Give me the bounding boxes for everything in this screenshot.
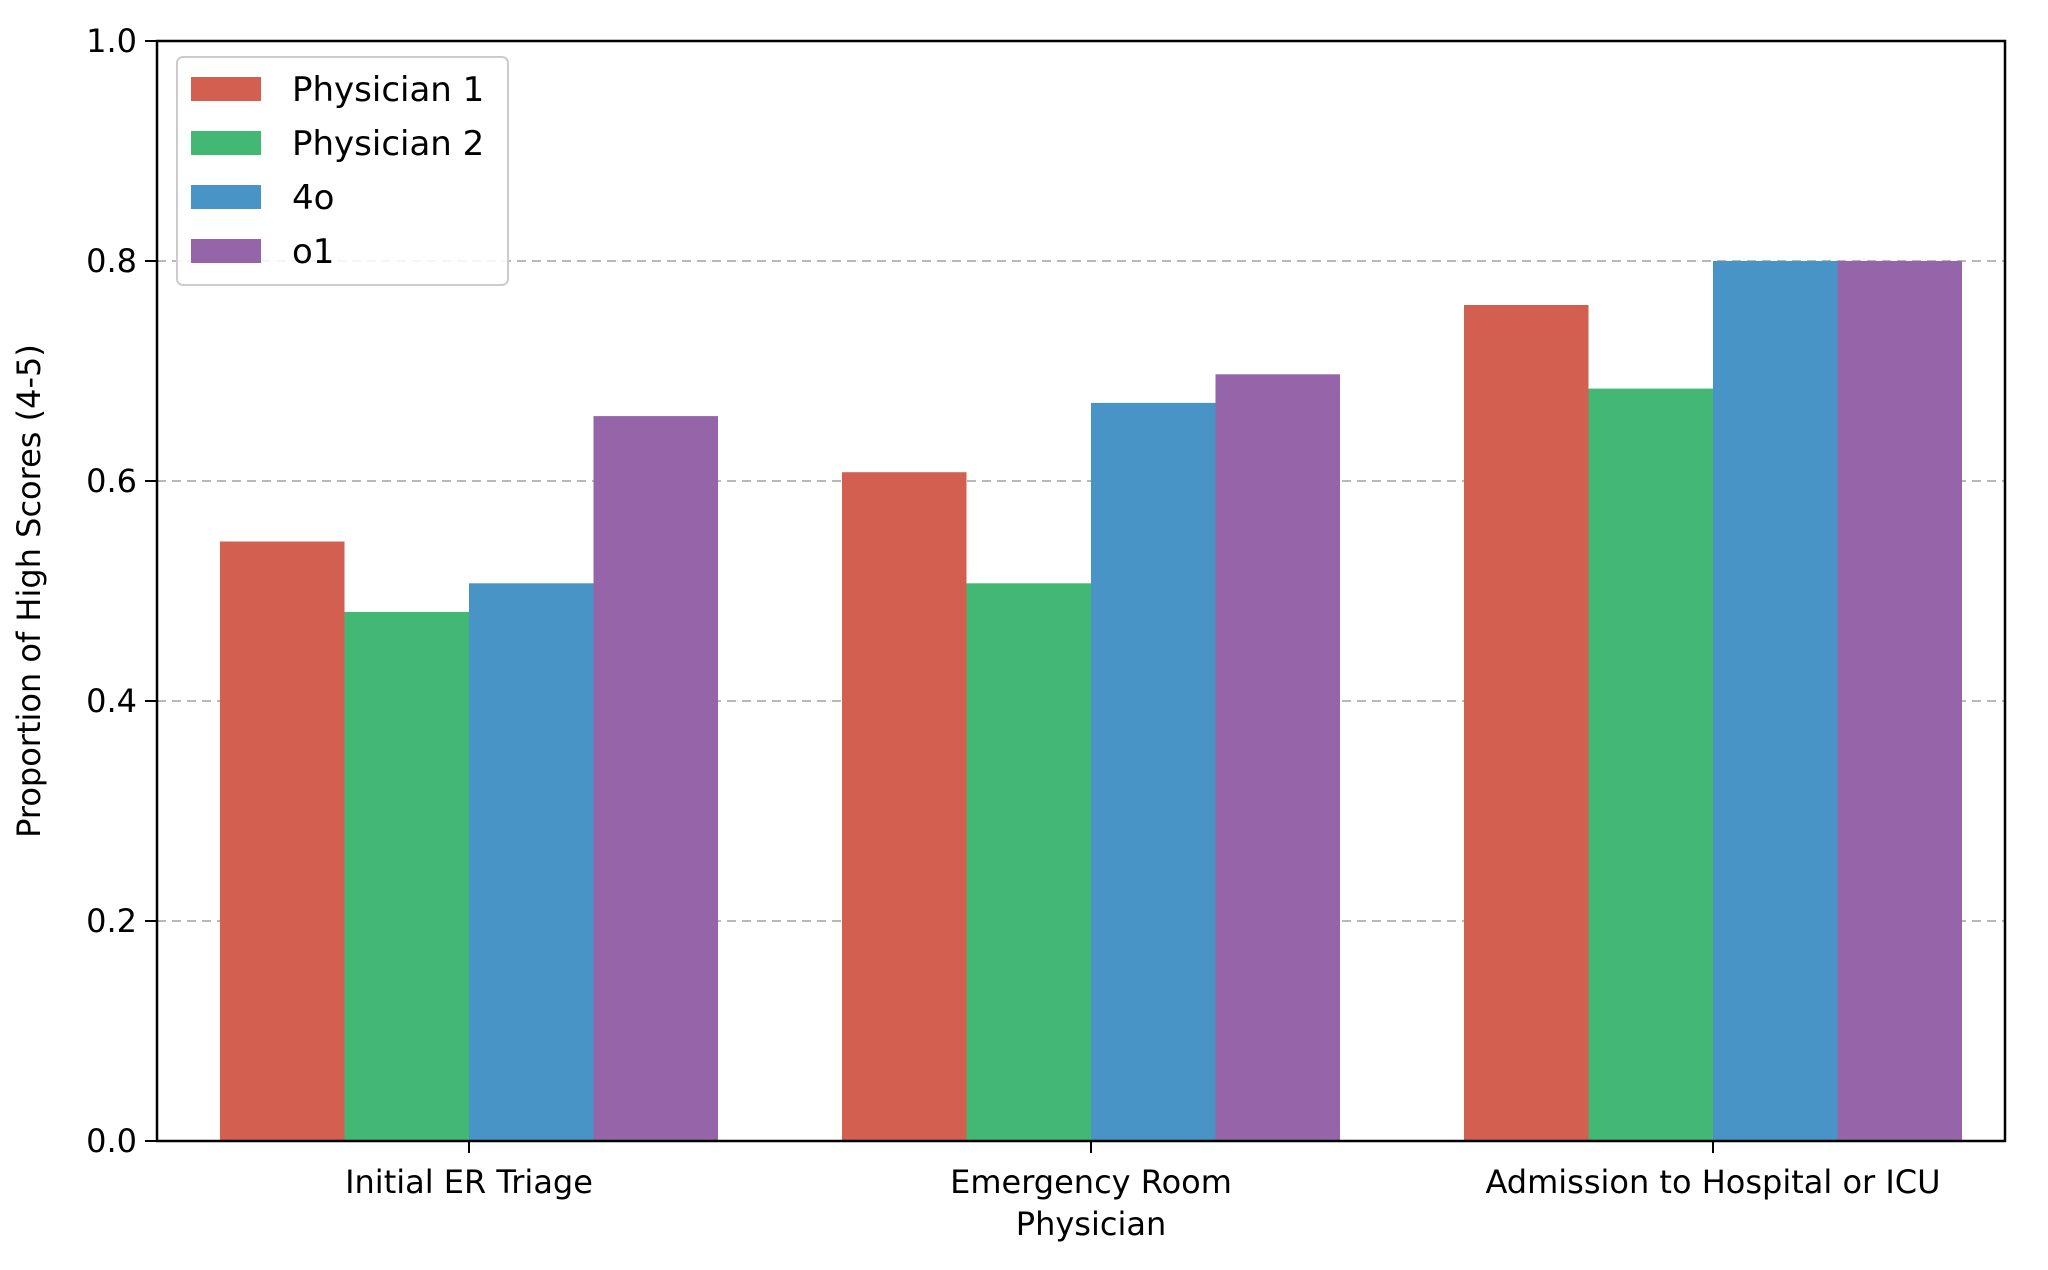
- legend-box: [176, 56, 509, 286]
- bar-o1: [1837, 261, 1962, 1141]
- bars: [220, 261, 1962, 1142]
- plot-frame: [155, 39, 2007, 1143]
- legend-label: o1: [292, 232, 334, 272]
- y-tick-label: 0.6: [86, 462, 137, 500]
- y-tick-label: 1.0: [86, 22, 137, 60]
- legend: Physician 1 Physician 2 4o o1: [176, 56, 509, 286]
- legend-swatch-physician-2: [191, 131, 261, 155]
- y-tick-label: 0.8: [86, 242, 137, 280]
- y-axis-label: Proportion of High Scores (4-5): [10, 344, 48, 838]
- legend-swatch-physician-1: [191, 77, 261, 101]
- bar-physician-2: [1588, 388, 1713, 1142]
- y-tick-label: 0.2: [86, 902, 137, 940]
- bar-physician-2: [966, 583, 1091, 1141]
- x-tick-label: Physician: [1016, 1205, 1166, 1243]
- bar-o1: [1215, 374, 1340, 1141]
- bar-4o: [1713, 261, 1838, 1141]
- legend-swatch-4o: [191, 185, 261, 209]
- bar-4o: [1091, 402, 1216, 1141]
- bar-physician-1: [842, 472, 967, 1141]
- bar-o1: [593, 416, 718, 1142]
- y-tick-label: 0.4: [86, 682, 137, 720]
- x-tick-label: Admission to Hospital or ICU: [1485, 1163, 1940, 1201]
- y-tick-label: 0.0: [86, 1122, 137, 1160]
- bar-physician-2: [344, 611, 469, 1141]
- x-tick-label: Emergency Room: [950, 1163, 1232, 1201]
- axes: 0.0 0.2 0.4 0.6 0.8 1.0 Initial ER Triage Emerg…: [86, 22, 2007, 1243]
- x-tick-label: Initial ER Triage: [345, 1163, 593, 1201]
- bar-4o: [469, 583, 594, 1141]
- legend-label: Physician 2: [292, 124, 484, 164]
- legend-swatch-o1: [191, 239, 261, 263]
- bar-physician-1: [1464, 305, 1589, 1141]
- legend-label: 4o: [292, 178, 334, 218]
- bar-physician-1: [220, 541, 345, 1141]
- legend-label: Physician 1: [292, 70, 484, 110]
